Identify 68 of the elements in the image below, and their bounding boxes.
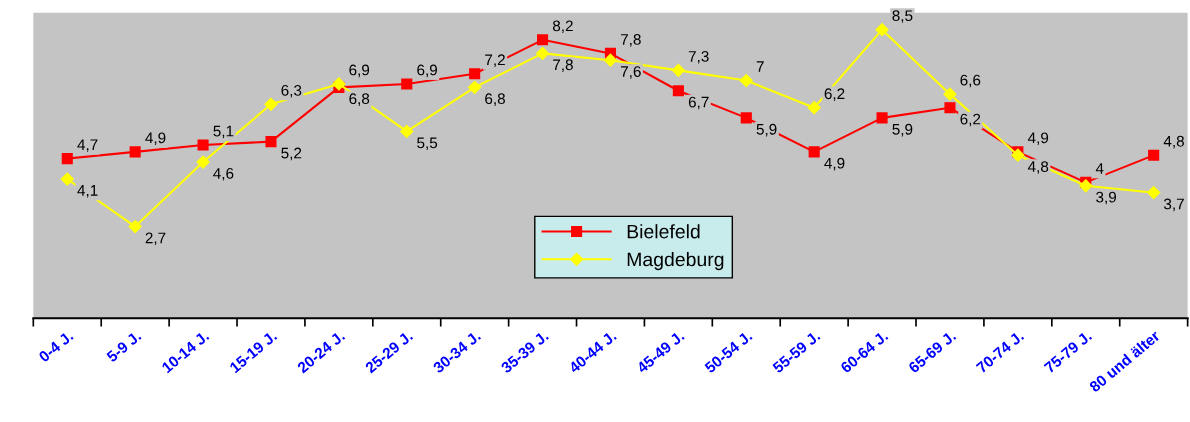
data-label: 3,9 [1096, 191, 1117, 205]
point [671, 63, 685, 77]
data-label: 4,9 [145, 132, 166, 146]
point [468, 80, 482, 94]
point [672, 85, 684, 97]
data-label: 8,5 [892, 10, 913, 23]
data-label: 2,7 [145, 232, 166, 246]
point [603, 53, 618, 67]
point [196, 155, 210, 169]
data-label: 6,7 [688, 96, 709, 110]
data-label: 4,1 [77, 185, 98, 198]
data-label: 5,9 [892, 123, 913, 137]
data-label: 3,7 [1163, 198, 1184, 212]
point [876, 112, 888, 124]
point [943, 87, 957, 101]
point [1147, 185, 1161, 200]
data-label: 5,1 [213, 125, 234, 139]
point [469, 68, 481, 80]
data-label: 7 [756, 61, 764, 72]
data-label: 8,2 [552, 20, 573, 34]
point [875, 23, 889, 37]
data-label: 6,3 [281, 84, 302, 98]
data-label: 4,8 [1027, 161, 1049, 174]
point [808, 146, 820, 158]
data-label: 7,2 [485, 54, 505, 67]
point [944, 102, 956, 114]
data-label: 5,2 [281, 147, 302, 161]
data-label: 7,8 [620, 34, 641, 47]
data-label: 5,9 [756, 123, 777, 137]
point [535, 46, 550, 60]
point [197, 139, 209, 151]
legend-label: Bielefeld [627, 224, 700, 239]
point [1148, 149, 1160, 161]
x-tick-label: 0-4 J. [38, 330, 74, 363]
data-label: 6,6 [960, 74, 981, 88]
legend-label: Magdeburg [627, 252, 724, 271]
data-label: 6,2 [824, 88, 845, 101]
data-label: 4 [1095, 163, 1104, 174]
point [1079, 179, 1093, 193]
data-label: 6,2 [960, 113, 981, 127]
data-label: 6,9 [417, 64, 438, 78]
data-label: 4,9 [1027, 132, 1049, 146]
point [61, 153, 73, 165]
data-label: 7,8 [553, 59, 573, 72]
point [807, 101, 821, 115]
point [739, 73, 753, 88]
point [128, 219, 142, 234]
point [740, 112, 752, 124]
point [1011, 148, 1025, 162]
point [400, 124, 414, 139]
point [60, 172, 74, 186]
data-label: 4,9 [824, 157, 845, 171]
point [401, 78, 413, 90]
point [264, 97, 278, 111]
point [332, 77, 346, 91]
point [129, 146, 141, 158]
data-label: 4,8 [1163, 135, 1184, 149]
data-label: 7,6 [620, 66, 641, 79]
data-label: 4,6 [213, 167, 234, 181]
point [537, 34, 549, 46]
point [265, 136, 277, 148]
data-label: 7,3 [688, 50, 709, 64]
data-label: 6,9 [349, 64, 370, 78]
x-tick-label: 5-9 J. [105, 330, 142, 363]
data-label: 6,8 [485, 93, 505, 106]
data-label: 4,7 [77, 139, 98, 152]
data-label: 5,5 [417, 137, 438, 151]
data-label: 6,8 [349, 93, 370, 106]
